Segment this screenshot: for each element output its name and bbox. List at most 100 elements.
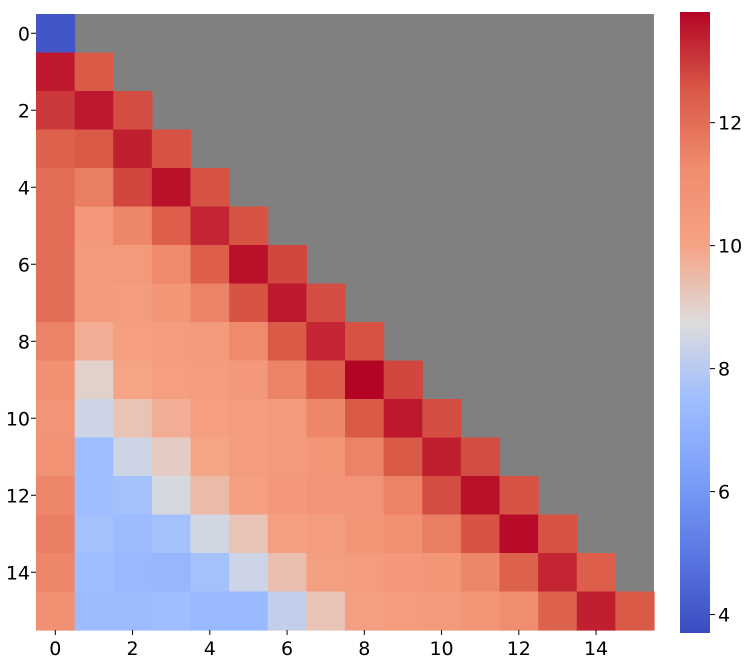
heatmap-cell	[460, 553, 501, 593]
heatmap-cell	[267, 322, 307, 362]
heatmap-cell	[383, 476, 423, 516]
heatmap-cell	[345, 399, 385, 439]
heatmap-cell	[306, 476, 346, 516]
heatmap-cell	[190, 168, 230, 208]
heatmap-cell	[190, 591, 230, 631]
x-tick-label: 4	[204, 638, 216, 660]
heatmap-cell	[113, 91, 153, 131]
heatmap-cell	[113, 514, 153, 554]
heatmap-cell	[190, 514, 230, 554]
heatmap-cell	[306, 591, 346, 631]
heatmap-cell	[460, 591, 501, 631]
colorbar: 4 6 8 10 12	[680, 12, 742, 633]
heatmap-cell	[190, 553, 230, 593]
heatmap-cell	[190, 437, 230, 477]
heatmap-cell	[499, 591, 539, 631]
heatmap-cell	[36, 52, 76, 92]
heatmap-cell	[306, 553, 346, 593]
heatmap-cell	[229, 514, 269, 554]
y-tick-label: 2	[18, 100, 30, 122]
heatmap-cell	[345, 591, 385, 631]
heatmap-cell	[36, 168, 76, 208]
heatmap-cell	[113, 591, 153, 631]
heatmap-cell	[229, 360, 269, 400]
heatmap-cell	[113, 168, 153, 208]
y-tick-label: 4	[18, 177, 30, 199]
colorbar-tick-label: 8	[718, 359, 730, 381]
heatmap-cells	[36, 14, 655, 631]
heatmap-cell	[383, 437, 423, 477]
heatmap-cell	[538, 553, 578, 593]
heatmap-cell	[383, 514, 423, 554]
x-tick-label: 8	[358, 638, 370, 660]
heatmap-cell	[229, 553, 269, 593]
heatmap-cell	[36, 206, 76, 246]
heatmap-cell	[190, 476, 230, 516]
heatmap-cell	[499, 514, 539, 554]
heatmap-cell	[306, 514, 346, 554]
y-tick-label: 8	[18, 331, 30, 353]
heatmap-cell	[267, 514, 307, 554]
heatmap-cell	[74, 322, 114, 362]
heatmap-cell	[36, 514, 76, 554]
heatmap-cell	[267, 553, 307, 593]
heatmap-cell	[113, 437, 153, 477]
heatmap-cell	[36, 245, 76, 285]
heatmap-cell	[345, 476, 385, 516]
x-axis: 0 2 4 6 8 10 12 14	[49, 630, 608, 660]
heatmap-cell	[267, 245, 307, 285]
heatmap-cell	[383, 360, 423, 400]
heatmap-cell	[229, 283, 269, 323]
heatmap-cell	[74, 129, 114, 169]
colorbar-ticks: 4 6 8 10 12	[710, 113, 742, 627]
heatmap-cell	[460, 437, 501, 477]
heatmap-cell	[306, 399, 346, 439]
heatmap-cell	[345, 322, 385, 362]
y-tick-label: 10	[6, 408, 30, 430]
heatmap-cell	[74, 399, 114, 439]
heatmap-cell	[306, 437, 346, 477]
colorbar-gradient	[680, 12, 710, 633]
heatmap-cell	[499, 553, 539, 593]
heatmap-cell	[74, 437, 114, 477]
heatmap-cell	[267, 591, 307, 631]
heatmap-cell	[383, 399, 423, 439]
heatmap-cell	[151, 283, 192, 323]
heatmap-cell	[499, 476, 539, 516]
heatmap-cell	[229, 322, 269, 362]
heatmap-cell	[113, 283, 153, 323]
x-tick-label: 0	[49, 638, 61, 660]
heatmap-cell	[74, 591, 114, 631]
heatmap-cell	[538, 591, 578, 631]
heatmap-cell	[267, 283, 307, 323]
heatmap-cell	[74, 206, 114, 246]
heatmap-cell	[267, 360, 307, 400]
heatmap-cell	[345, 553, 385, 593]
heatmap-cell	[36, 553, 76, 593]
heatmap-cell	[383, 591, 423, 631]
heatmap-cell	[460, 514, 501, 554]
heatmap-cell	[306, 360, 346, 400]
heatmap-cell	[229, 437, 269, 477]
heatmap-cell	[74, 514, 114, 554]
heatmap-cell	[190, 245, 230, 285]
colorbar-tick-label: 10	[718, 236, 742, 258]
heatmap-cell	[113, 245, 153, 285]
heatmap-cell	[229, 476, 269, 516]
heatmap-cell	[113, 322, 153, 362]
heatmap-cell	[113, 399, 153, 439]
heatmap-cell	[74, 553, 114, 593]
heatmap-cell	[151, 437, 192, 477]
x-tick-label: 6	[281, 638, 293, 660]
heatmap-cell	[36, 591, 76, 631]
heatmap-cell	[190, 206, 230, 246]
heatmap-cell	[36, 129, 76, 169]
heatmap-cell	[151, 245, 192, 285]
heatmap-cell	[345, 437, 385, 477]
heatmap-cell	[229, 206, 269, 246]
heatmap-cell	[74, 91, 114, 131]
heatmap-cell	[151, 129, 192, 169]
heatmap-cell	[113, 129, 153, 169]
heatmap-cell	[151, 399, 192, 439]
heatmap-cell	[151, 591, 192, 631]
